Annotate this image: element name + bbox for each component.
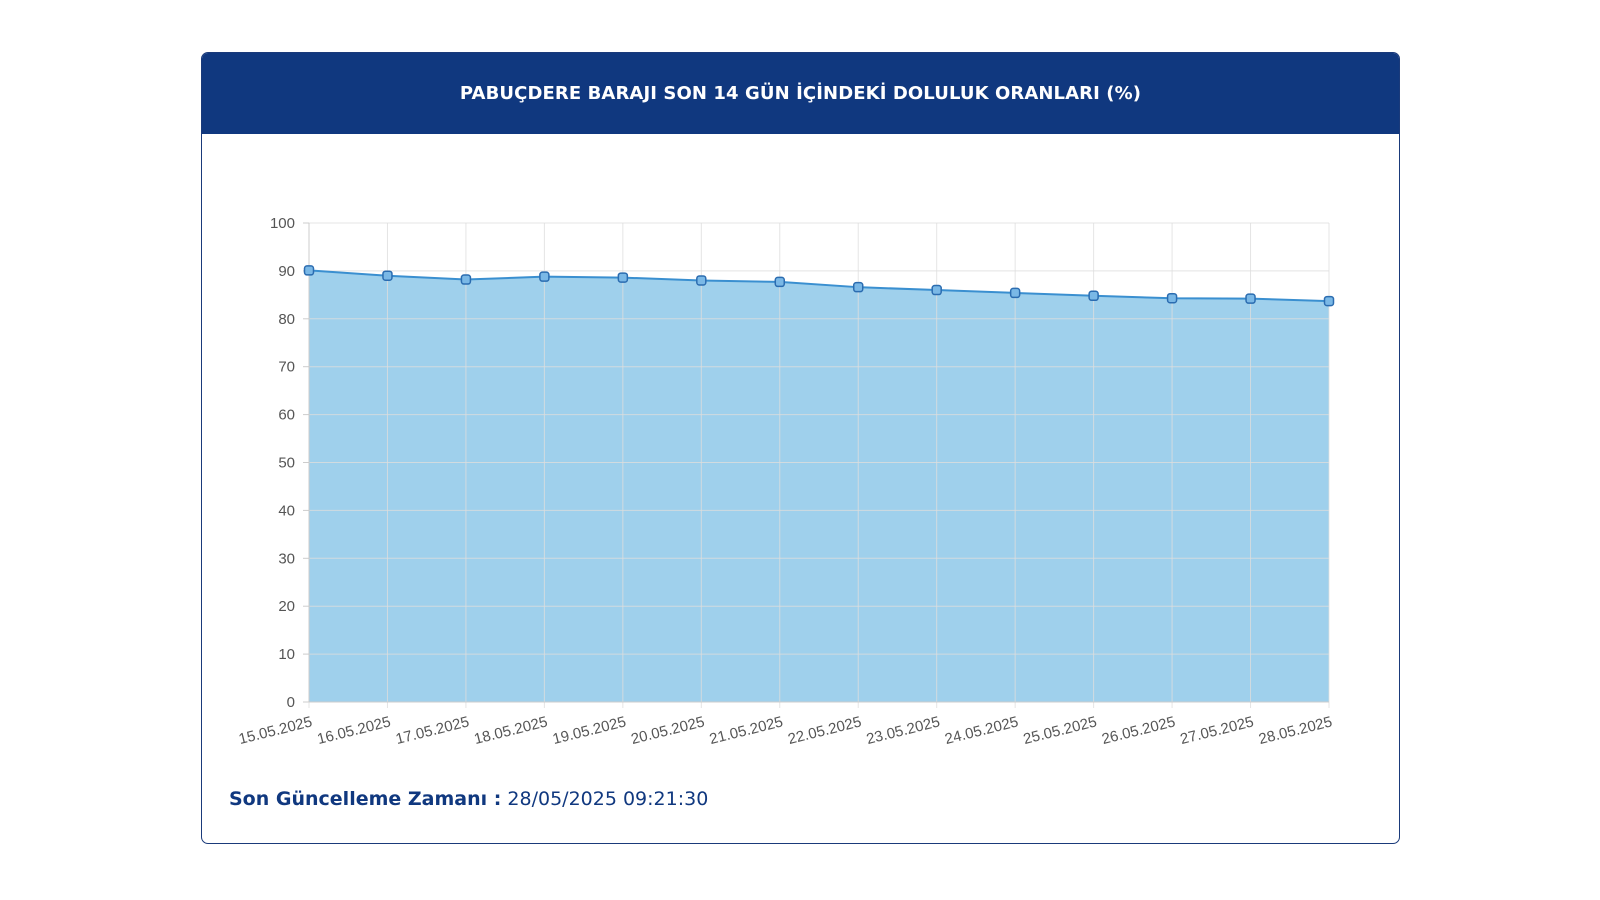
y-tick-label: 70 [278,359,295,376]
data-point [1323,295,1335,307]
last-updated-label: Son Güncelleme Zamanı : [229,788,502,810]
y-tick-label: 20 [278,598,295,615]
y-tick-label: 30 [278,550,295,567]
x-tick-label: 21.05.2025 [708,713,785,748]
data-point [460,274,472,285]
y-tick-label: 100 [270,215,295,232]
data-point [539,271,550,282]
x-tick-label: 18.05.2025 [472,713,549,748]
x-tick-label: 27.05.2025 [1179,713,1256,748]
y-tick-label: 40 [278,502,295,519]
data-point [617,272,629,283]
data-point [1088,290,1099,302]
data-point [1245,293,1256,304]
last-updated-value: 28/05/2025 09:21:30 [507,788,709,810]
y-tick-label: 80 [278,311,295,328]
y-tick-label: 50 [278,455,295,472]
data-point [382,270,393,281]
dam-fill-chart: 0 10 20 30 40 50 60 70 80 90 100 15.05.2025 16.05.20… [202,134,1399,754]
x-tick-label: 16.05.2025 [315,713,392,748]
x-tick-label: 15.05.2025 [237,713,314,748]
data-point [852,281,864,293]
x-tick-label: 26.05.2025 [1100,713,1177,748]
x-tick-label: 22.05.2025 [786,713,863,748]
x-tick-label: 19.05.2025 [551,713,628,748]
y-tick-label: 0 [287,694,295,711]
data-point [1009,287,1021,299]
x-tick-label: 17.05.2025 [394,713,471,748]
x-tick-label: 28.05.2025 [1257,713,1334,748]
y-tick-label: 90 [278,263,295,280]
chart-title: PABUÇDERE BARAJI SON 14 GÜN İÇİNDEKİ DOL… [202,53,1399,134]
data-point [303,265,315,276]
x-tick-label: 20.05.2025 [629,713,706,748]
area-fill [309,270,1329,702]
data-point [774,276,786,288]
x-tick-label: 25.05.2025 [1022,713,1099,748]
last-updated: Son Güncelleme Zamanı : 28/05/2025 09:21… [229,788,708,810]
data-point [1166,292,1178,304]
chart-svg: 0 10 20 30 40 50 60 70 80 90 100 15.05.2025 16.05.20… [237,215,1335,748]
chart-card: PABUÇDERE BARAJI SON 14 GÜN İÇİNDEKİ DOL… [201,52,1400,844]
data-point [931,284,942,296]
x-tick-label: 24.05.2025 [943,713,1020,748]
x-tick-label: 23.05.2025 [865,713,942,748]
series-line [308,269,1330,303]
y-tick-label: 10 [278,646,295,663]
data-point [696,275,707,286]
y-tick-label: 60 [278,407,295,424]
